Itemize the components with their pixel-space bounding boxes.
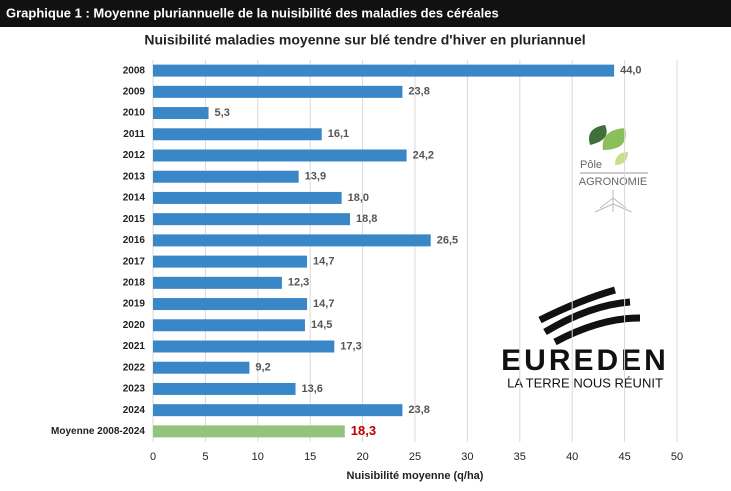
y-tick-label: 2014 [123, 193, 146, 204]
bar [153, 425, 345, 438]
y-tick-label: 2016 [123, 235, 146, 246]
y-tick-label: 2023 [123, 384, 146, 395]
logo-pole: Pôle AGRONOMIE [579, 125, 648, 213]
header-band [0, 0, 731, 27]
header-title: Graphique 1 : Moyenne pluriannuelle de l… [6, 5, 499, 20]
bar [153, 149, 407, 162]
value-label: 13,9 [305, 171, 326, 183]
bar [153, 107, 209, 120]
y-tick-label: 2009 [123, 86, 146, 97]
bar [153, 276, 282, 289]
bar [153, 234, 431, 247]
x-tick-label: 10 [252, 451, 264, 463]
x-tick-label: 0 [150, 451, 156, 463]
y-tick-label: 2017 [123, 256, 146, 267]
bar [153, 128, 322, 141]
y-tick-label: 2012 [123, 150, 146, 161]
x-tick-label: 15 [304, 451, 316, 463]
y-tick-label: 2022 [123, 362, 146, 373]
value-label: 14,7 [313, 298, 334, 310]
y-tick-label: 2021 [123, 341, 146, 352]
bar [153, 64, 615, 77]
value-label: 16,1 [328, 128, 349, 140]
bar [153, 85, 403, 98]
y-tick-label: 2015 [123, 214, 146, 225]
y-tick-label: 2018 [123, 277, 146, 288]
y-tick-label: 2013 [123, 171, 146, 182]
y-tick-label: 2010 [123, 108, 146, 119]
x-axis-label: Nuisibilité moyenne (q/ha) [347, 470, 484, 482]
value-label: 44,0 [620, 65, 641, 77]
bar [153, 191, 342, 204]
value-label: 23,8 [408, 404, 429, 416]
bar [153, 382, 296, 395]
bar [153, 255, 308, 268]
roots [594, 190, 633, 213]
logo-text: EUREDEN [501, 344, 669, 377]
logo-text: Pôle [580, 159, 602, 171]
bar [153, 404, 403, 417]
bar [153, 319, 305, 332]
bar [153, 170, 299, 183]
x-tick-label: 20 [356, 451, 368, 463]
x-tick-label: 30 [461, 451, 473, 463]
x-tick-label: 50 [671, 451, 683, 463]
value-label: 18,3 [351, 423, 376, 438]
leaf [602, 128, 626, 150]
value-label: 5,3 [215, 107, 230, 119]
value-label: 9,2 [255, 362, 270, 374]
y-tick-label: 2011 [123, 129, 145, 140]
x-tick-label: 35 [514, 451, 526, 463]
value-label: 14,5 [311, 319, 332, 331]
y-tick-label: 2019 [123, 299, 146, 310]
leaf [615, 152, 628, 165]
bar [153, 361, 250, 374]
chart-title: Nuisibilité maladies moyenne sur blé ten… [144, 32, 585, 48]
bar [153, 340, 335, 353]
value-label: 13,6 [302, 383, 323, 395]
x-tick-label: 5 [202, 451, 208, 463]
value-label: 18,8 [356, 213, 377, 225]
value-label: 26,5 [437, 234, 458, 246]
x-tick-label: 25 [409, 451, 421, 463]
value-label: 17,3 [340, 340, 361, 352]
y-tick-label: 2024 [123, 405, 146, 416]
bar [153, 298, 308, 311]
x-tick-label: 40 [566, 451, 578, 463]
y-tick-label: 2008 [123, 65, 146, 76]
logo-text: AGRONOMIE [579, 176, 647, 188]
logo-eureden: EUREDEN LA TERRE NOUS RÉUNIT [501, 286, 669, 390]
logo-arcs [538, 286, 641, 346]
value-label: 24,2 [413, 149, 434, 161]
x-tick-label: 45 [618, 451, 630, 463]
value-label: 23,8 [408, 86, 429, 98]
y-tick-label: Moyenne 2008-2024 [51, 426, 145, 437]
leaf [589, 125, 607, 145]
bar [153, 213, 351, 226]
value-label: 18,0 [348, 192, 369, 204]
logo-text: LA TERRE NOUS RÉUNIT [507, 375, 663, 390]
value-label: 14,7 [313, 256, 334, 268]
value-label: 12,3 [288, 277, 309, 289]
y-tick-label: 2020 [123, 320, 146, 331]
